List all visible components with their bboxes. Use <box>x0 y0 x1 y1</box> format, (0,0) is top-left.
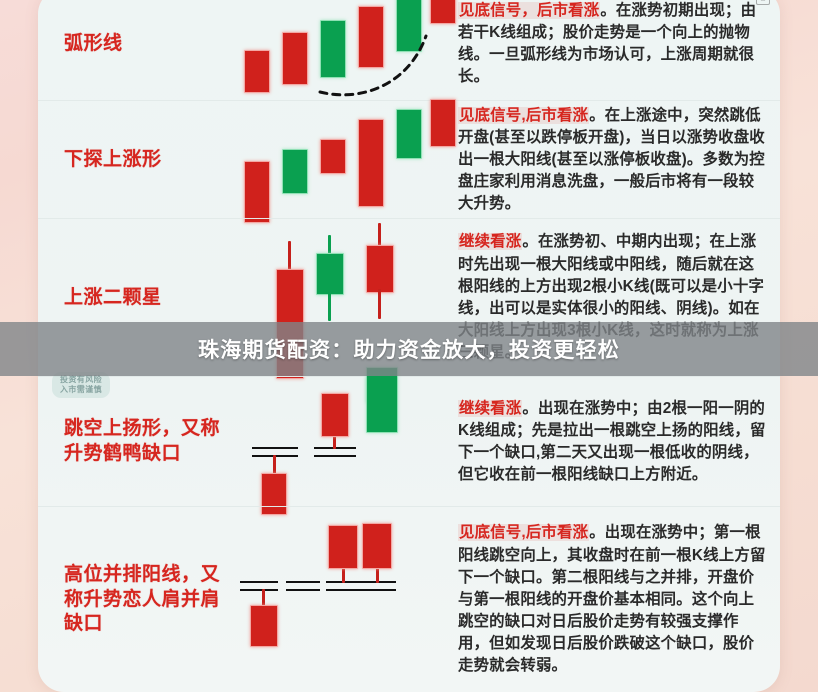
desc-body: 。在涨势初期出现；由若干K线组成；股价走势是一个向上的抛物线。一旦弧形线为市场认… <box>458 1 757 86</box>
table-row: 弧形线 见底信号，后市看涨。在涨势初期出现；由若干K线组成；股价走势是一个向上的… <box>38 0 780 100</box>
gap-marker-icon <box>252 447 298 449</box>
table-row: 高位并排阳线，又称升势恋人肩并肩缺口 见底信号,后市看涨。出现在涨势中；第一根阳… <box>38 506 780 692</box>
row-label: 弧形线 <box>64 32 123 54</box>
desc-highlight: 见底信号,后市看涨 <box>458 524 590 542</box>
gap-marker-icon <box>326 589 362 591</box>
row-label: 上涨二颗星 <box>64 286 162 308</box>
gap-marker-icon <box>360 589 396 591</box>
row-label: 跳空上扬形，又称升势鹤鸭缺口 <box>64 418 221 464</box>
row-description: 见底信号,后市看涨。在上涨途中，突然跳低开盘(甚至以跌停板开盘)，当日以涨势收盘… <box>452 101 780 219</box>
desc-highlight: 见底信号，后市看涨 <box>458 1 601 19</box>
row-description: 继续看涨。出现在涨势中；由2根一阳一阴的K线组成；先是拉出一根跳空上扬的阳线，留… <box>452 377 780 507</box>
watermark-icon: 图 <box>756 0 770 5</box>
gap-marker-icon <box>240 589 278 591</box>
promo-banner-text: 珠海期货配资：助力资金放大，投资更轻松 <box>198 339 620 362</box>
candlestick-chart-gap-up <box>230 367 452 515</box>
row-label: 高位并排阳线，又称升势恋人肩并肩缺口 <box>64 563 221 635</box>
desc-body: 。出现在涨势中；由2根一阳一阴的K线组成；先是拉出一根跳空上扬的阳线，留下一个缺… <box>458 399 766 484</box>
disclaimer-line-2: 入市需谨慎 <box>60 385 102 394</box>
desc-body: 。出现在涨势中；第一根阳线跳空向上，其收盘时在前一根K线上方留下一个缺口。第二根… <box>458 524 766 675</box>
row-description: 见底信号，后市看涨。在涨势初期出现；由若干K线组成；股价走势是一个向上的抛物线。… <box>452 0 780 100</box>
promo-banner: 珠海期货配资：助力资金放大，投资更轻松 <box>0 322 818 376</box>
risk-disclaimer-badge: 投资有风险 入市需谨慎 <box>52 372 110 398</box>
arc-curve-icon <box>318 34 428 97</box>
desc-body: 。在上涨途中，突然跳低开盘(甚至以跌停板开盘)，当日以涨势收盘收出一根大阳线(甚… <box>458 106 765 213</box>
gap-marker-icon <box>286 589 320 591</box>
candlestick-chart-side-by-side <box>230 507 452 692</box>
candlestick-chart-dip-rise <box>230 99 456 223</box>
gap-marker-icon <box>240 581 278 583</box>
row-description: 见底信号,后市看涨。出现在涨势中；第一根阳线跳空向上，其收盘时在前一根K线上方留… <box>452 507 780 692</box>
candlestick-chart-arc-line <box>230 0 456 100</box>
desc-highlight: 见底信号,后市看涨 <box>458 106 590 124</box>
desc-highlight: 继续看涨 <box>458 233 523 251</box>
table-row: 上涨二颗星 继续看涨。在涨势初、中期内出现；在上涨时先出现一根大阳线或中阳线，随… <box>38 218 780 403</box>
table-row: 跳空上扬形，又称升势鹤鸭缺口 继续看涨。出现在涨势中；由2根一阳一阴的K线组成；… <box>38 367 780 515</box>
disclaimer-line-1: 投资有风险 <box>60 375 102 384</box>
desc-highlight: 继续看涨 <box>458 399 523 417</box>
gap-marker-icon <box>314 455 356 457</box>
gap-marker-icon <box>286 581 320 583</box>
table-row: 下探上涨形 见底信号,后市看涨。在上涨途中，突然跳低开盘(甚至以跌停板开盘)，当… <box>38 99 780 223</box>
row-description: 继续看涨。在涨势初、中期内出现；在上涨时先出现一根大阳线或中阳线，随后就在这根阳… <box>452 219 780 377</box>
row-label: 下探上涨形 <box>64 148 162 170</box>
